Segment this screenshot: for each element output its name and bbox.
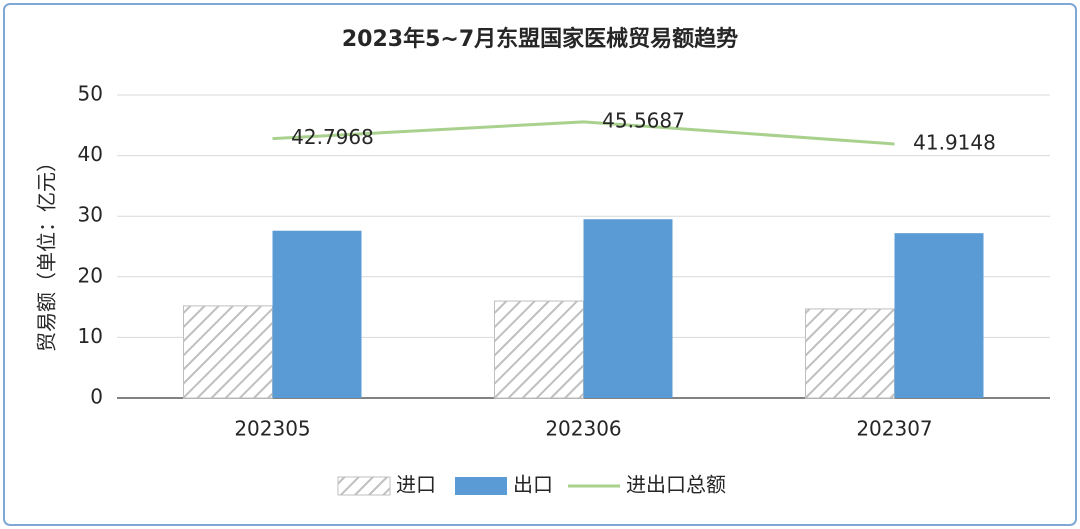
legend-label: 进口	[396, 473, 436, 497]
bar	[894, 233, 984, 398]
y-tick-label: 0	[90, 385, 103, 409]
bar	[805, 308, 895, 399]
legend-label: 出口	[513, 473, 553, 497]
bar	[183, 305, 273, 399]
bar	[272, 230, 362, 398]
legend-swatch	[337, 476, 391, 496]
y-tick-label: 20	[78, 263, 103, 287]
line	[272, 120, 895, 146]
y-axis-label: 贸易额（单位：亿元）	[35, 152, 59, 352]
data-label: 41.9148	[913, 130, 996, 154]
bar	[494, 300, 584, 399]
bar	[583, 219, 673, 398]
y-tick-label: 30	[78, 203, 103, 227]
y-tick-label: 40	[78, 142, 103, 166]
x-tick-label: 202306	[545, 417, 621, 441]
x-tick-label: 202307	[856, 417, 932, 441]
y-tick-label: 10	[78, 324, 103, 348]
data-label: 45.5687	[602, 108, 685, 132]
data-label: 42.7968	[291, 125, 374, 149]
legend-swatch	[455, 477, 507, 495]
legend-label: 进出口总额	[626, 473, 726, 497]
chart-title: 2023年5~7月东盟国家医械贸易额趋势	[342, 26, 738, 52]
x-tick-label: 202305	[234, 417, 310, 441]
y-tick-label: 50	[78, 82, 103, 106]
